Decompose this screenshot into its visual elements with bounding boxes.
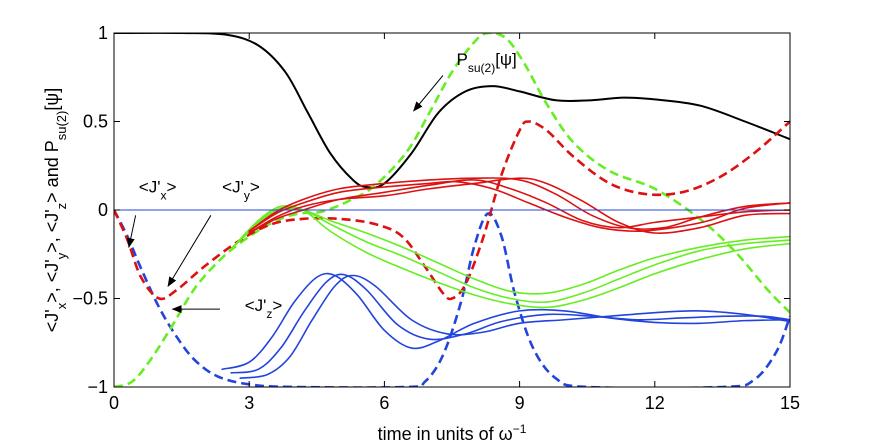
x-tick-label: 15: [780, 393, 800, 413]
label-subscript: y: [54, 252, 69, 259]
label-part: <J': [245, 296, 267, 315]
label-part: >, <J': [42, 259, 62, 302]
label-part: <J': [139, 177, 161, 196]
x-axis-label-main: time in units of ω: [378, 424, 513, 444]
x-tick-label: 3: [244, 393, 254, 413]
label-part: <J': [222, 177, 244, 196]
x-tick-label: 12: [645, 393, 665, 413]
annotation-label-Jz: <J'z>: [245, 296, 283, 321]
x-axis-label-sup: −1: [513, 422, 527, 436]
series-line-Jz_a: [221, 272, 790, 371]
label-part: <J': [42, 309, 62, 332]
series-line-Jx_a: [248, 179, 790, 234]
label-subscript: x: [54, 302, 69, 309]
x-axis-label: time in units of ω−1: [378, 422, 527, 444]
y-tick-label: 0: [98, 200, 108, 220]
y-tick-label: 1: [98, 23, 108, 43]
y-tick-label: −0.5: [72, 289, 108, 309]
series-layer: [114, 33, 790, 387]
y-axis-label: <J'x>, <J'y>, <J'z> and Psu(2)[ψ]: [42, 88, 69, 332]
x-tick-label: 0: [109, 393, 119, 413]
y-tick-label: 0.5: [83, 112, 108, 132]
annotation-arrow-Jx: [126, 215, 137, 249]
series-line-Jx_main: [114, 120, 790, 301]
ticks-layer: 0 3 6 9 12 15 −1 −0.5 0 0.5 1: [72, 23, 800, 413]
label-part: >: [272, 296, 282, 315]
label-subscript: y: [244, 188, 250, 202]
series-line-Jz_b: [230, 273, 790, 374]
annotation-layer: Psu(2)[ψ]<J'x> <J'y><J'z>: [126, 50, 517, 321]
label-part: >, <J': [42, 209, 62, 252]
label-part: > and P: [42, 140, 62, 203]
series-line-P_su2: [114, 33, 790, 189]
label-part: P: [457, 50, 468, 69]
series-line-Jy_c: [230, 204, 790, 309]
annotation-arrow-Jy: [167, 215, 212, 287]
label-subscript: su(2): [468, 61, 495, 75]
x-tick-label: 9: [515, 393, 525, 413]
series-line-Jx_d: [248, 177, 790, 233]
label-part: [ψ]: [495, 50, 517, 69]
annotation-label-P: Psu(2)[ψ]: [457, 50, 517, 75]
series-line-Jz_main: [114, 209, 790, 387]
label-subscript: su(2): [54, 111, 69, 141]
y-tick-label: −1: [87, 377, 108, 397]
x-tick-label: 6: [379, 393, 389, 413]
series-line-Jx_b: [248, 177, 790, 234]
label-subscript: z: [266, 307, 272, 321]
label-subscript: x: [160, 188, 166, 202]
series-line-Jx_c: [248, 180, 790, 233]
label-subscript: z: [54, 203, 69, 210]
annotation-arrow-P: [413, 75, 444, 112]
series-line-Jz_c: [239, 274, 790, 379]
annotation-label-Jx: <J'x>: [139, 177, 177, 202]
label-part: >: [166, 177, 176, 196]
label-part: [ψ]: [42, 88, 62, 111]
label-part: >: [250, 177, 260, 196]
series-line-Jy_main: [114, 33, 790, 387]
annotation-label-Jy: <J'y>: [222, 177, 260, 202]
